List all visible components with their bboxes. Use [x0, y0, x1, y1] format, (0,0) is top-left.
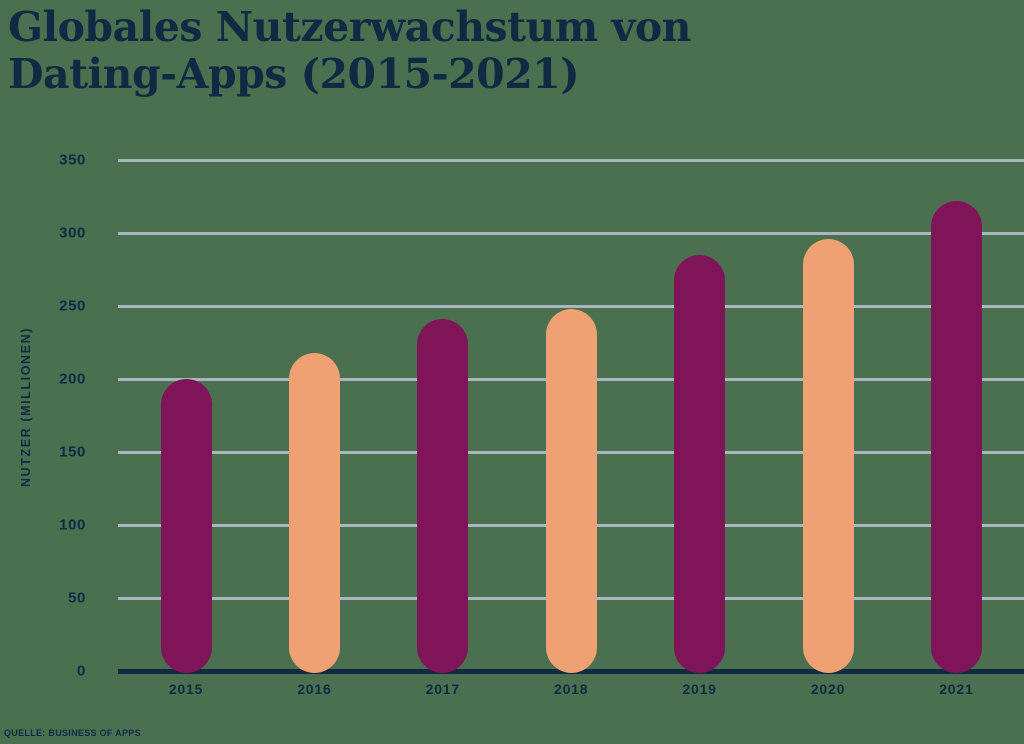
x-axis-tick-label: 2015	[168, 681, 204, 697]
bar[interactable]	[417, 319, 469, 673]
bar[interactable]	[288, 352, 340, 673]
x-axis-tick-label: 2021	[939, 681, 974, 697]
x-axis-tick-label: 2018	[554, 681, 589, 697]
x-axis-tick-label: 2020	[810, 681, 846, 697]
bar[interactable]	[545, 308, 597, 673]
gridline	[118, 304, 1024, 308]
bar[interactable]	[802, 238, 854, 673]
y-axis-tick-label: 300	[59, 224, 86, 242]
y-axis-tick-label: 350	[59, 151, 86, 169]
y-axis-tick-label: 100	[59, 516, 86, 534]
bar[interactable]	[930, 200, 982, 673]
y-axis-tick-label: 0	[77, 662, 86, 680]
x-axis-tick-label: 2017	[425, 681, 460, 697]
plot-area: 0 50 100 150 200 250 300 350 2015 2016 2017 2018 20…	[19, 151, 1024, 697]
bar[interactable]	[674, 254, 726, 673]
y-axis-tick-label: 200	[59, 370, 86, 388]
y-axis-tick-label: 250	[59, 297, 86, 315]
x-axis-tick-label: 2019	[682, 681, 717, 697]
y-axis-tick-label: 150	[59, 443, 86, 461]
bar[interactable]	[160, 379, 212, 673]
gridline	[118, 158, 1024, 162]
chart-title: Globales Nutzerwachstum von Dating-Apps …	[8, 3, 691, 98]
y-axis-title: NUTZER (MILLIONEN)	[19, 326, 33, 488]
gridline	[118, 231, 1024, 235]
x-axis-tick-label: 2016	[297, 681, 332, 697]
y-axis-tick-label: 50	[68, 589, 86, 607]
source-note: QUELLE: BUSINESS OF APPS	[4, 728, 141, 738]
